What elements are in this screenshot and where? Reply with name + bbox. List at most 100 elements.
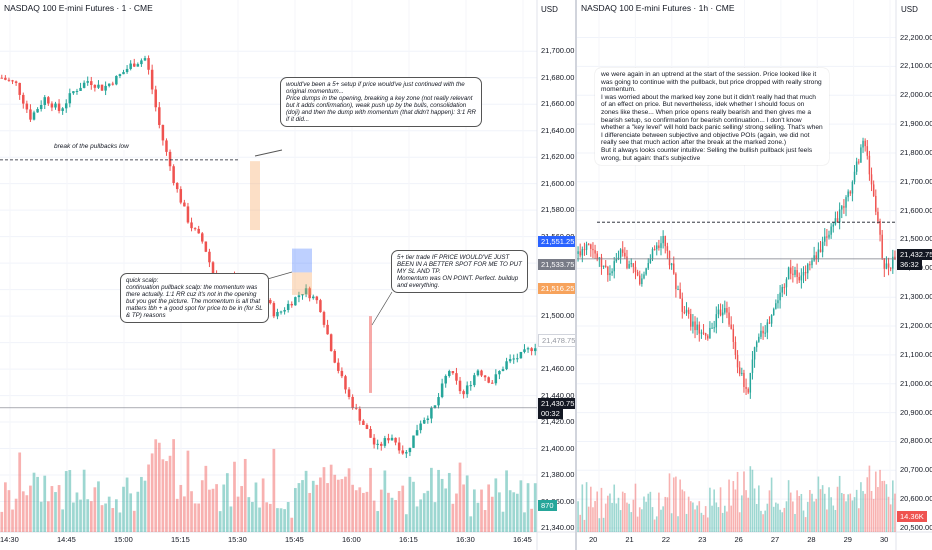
candle-body bbox=[794, 270, 796, 275]
volume-bar bbox=[107, 496, 111, 532]
candle-body bbox=[494, 374, 498, 384]
volume-bar bbox=[596, 491, 599, 532]
volume-bar bbox=[743, 471, 745, 532]
volume-bar bbox=[132, 510, 136, 532]
price-tick-label: 21,380.00 bbox=[541, 470, 575, 480]
price-tick-label: 21,340.00 bbox=[541, 523, 575, 532]
candle-body bbox=[533, 348, 537, 352]
candle-body bbox=[762, 330, 764, 334]
candle-body bbox=[22, 94, 25, 104]
candle-body bbox=[760, 330, 762, 337]
left-chart-canvas[interactable] bbox=[0, 0, 575, 550]
volume-bar bbox=[736, 471, 739, 532]
annotation-setup-note[interactable]: would've been a 5+ setup if price would'… bbox=[280, 77, 482, 127]
candle-body bbox=[79, 87, 82, 91]
candle-body bbox=[276, 312, 279, 317]
candle-body bbox=[836, 218, 839, 223]
candle-body bbox=[530, 348, 533, 352]
candle-body bbox=[344, 376, 347, 390]
volume-bar bbox=[322, 467, 326, 532]
candle-body bbox=[408, 447, 412, 453]
annotation-scalp-note[interactable]: quick scalp: continuation pullback scalp… bbox=[120, 273, 269, 323]
candle-body bbox=[362, 420, 365, 426]
volume-bar bbox=[254, 482, 258, 532]
candle-body bbox=[315, 296, 319, 301]
volume-bar bbox=[193, 503, 197, 532]
volume-bar bbox=[333, 474, 337, 532]
volume-bar bbox=[800, 493, 803, 532]
volume-bar bbox=[422, 493, 426, 532]
volume-bar bbox=[747, 497, 750, 532]
candle-body bbox=[143, 58, 147, 61]
volume-bar bbox=[308, 492, 312, 532]
candle-body bbox=[405, 452, 408, 454]
price-tick-label: 21,500.00 bbox=[900, 234, 932, 244]
volume-bar bbox=[494, 478, 498, 532]
candle-body bbox=[832, 224, 835, 227]
candle-body bbox=[681, 298, 684, 312]
candle-body bbox=[877, 211, 879, 222]
candle-body bbox=[711, 327, 713, 329]
price-tick-label: 21,300.00 bbox=[900, 292, 932, 302]
candle-body bbox=[47, 97, 50, 104]
candle-body bbox=[813, 255, 815, 261]
time-tick-label: 15:45 bbox=[285, 535, 304, 544]
pane-divider[interactable] bbox=[575, 0, 577, 550]
volume-bar bbox=[666, 497, 669, 532]
volume-bar bbox=[329, 464, 333, 532]
candle-body bbox=[444, 375, 447, 384]
volume-bar bbox=[447, 472, 451, 532]
volume-bar bbox=[592, 507, 594, 532]
right-chart-pane[interactable]: NASDAQ 100 E-mini Futures · 1h · CME USD… bbox=[577, 0, 932, 550]
candle-body bbox=[641, 278, 643, 285]
candle-body bbox=[628, 264, 630, 269]
time-tick-label: 28 bbox=[807, 535, 816, 544]
volume-bar bbox=[240, 486, 244, 532]
volume-bar bbox=[462, 484, 465, 532]
volume-bar bbox=[147, 464, 150, 532]
candle-body bbox=[779, 292, 781, 301]
candle-body bbox=[764, 332, 766, 334]
candle-body bbox=[679, 289, 681, 299]
candle-body bbox=[269, 299, 272, 304]
candle-body bbox=[487, 377, 490, 383]
candle-body bbox=[894, 256, 896, 260]
left-chart-pane[interactable]: NASDAQ 100 E-mini Futures · 1 · CME USD … bbox=[0, 0, 575, 550]
orange-price-tag: 21,516.25 bbox=[538, 283, 575, 294]
candle-body bbox=[505, 361, 508, 370]
left-currency-label: USD bbox=[541, 5, 558, 14]
candle-body bbox=[337, 362, 340, 371]
volume-bar bbox=[7, 490, 11, 532]
candle-body bbox=[855, 161, 858, 172]
candle-body bbox=[136, 64, 140, 67]
candle-body bbox=[150, 69, 154, 90]
volume-bar bbox=[689, 501, 692, 532]
candle-body bbox=[872, 184, 875, 196]
candle-body bbox=[11, 80, 14, 82]
candle-body bbox=[702, 332, 705, 334]
volume-bar bbox=[433, 502, 437, 532]
candle-body bbox=[796, 270, 798, 277]
volume-bar bbox=[692, 502, 694, 532]
candle-body bbox=[297, 295, 301, 298]
price-tick-label: 21,360.00 bbox=[541, 496, 575, 506]
volume-bar bbox=[293, 488, 297, 532]
candle-body bbox=[630, 263, 632, 265]
annotation-tier-note[interactable]: 5+ tier trade IF PRICE WOULD'VE JUST BEE… bbox=[391, 250, 528, 293]
candle-body bbox=[781, 287, 783, 293]
candle-body bbox=[107, 83, 111, 86]
volume-bar bbox=[365, 491, 369, 532]
volume-bar bbox=[732, 481, 735, 532]
time-tick-label: 16:45 bbox=[513, 535, 532, 544]
volume-bar bbox=[881, 480, 883, 532]
volume-bar bbox=[222, 484, 226, 532]
candle-body bbox=[666, 246, 669, 251]
volume-bar bbox=[830, 497, 832, 532]
annotation-session-note[interactable]: we were again in an uptrend at the start… bbox=[595, 68, 829, 166]
volume-bar bbox=[877, 487, 879, 532]
volume-bar bbox=[600, 487, 603, 532]
volume-bar bbox=[379, 489, 383, 532]
candle-body bbox=[526, 348, 530, 350]
volume-bar bbox=[609, 493, 611, 532]
candle-body bbox=[841, 206, 843, 210]
